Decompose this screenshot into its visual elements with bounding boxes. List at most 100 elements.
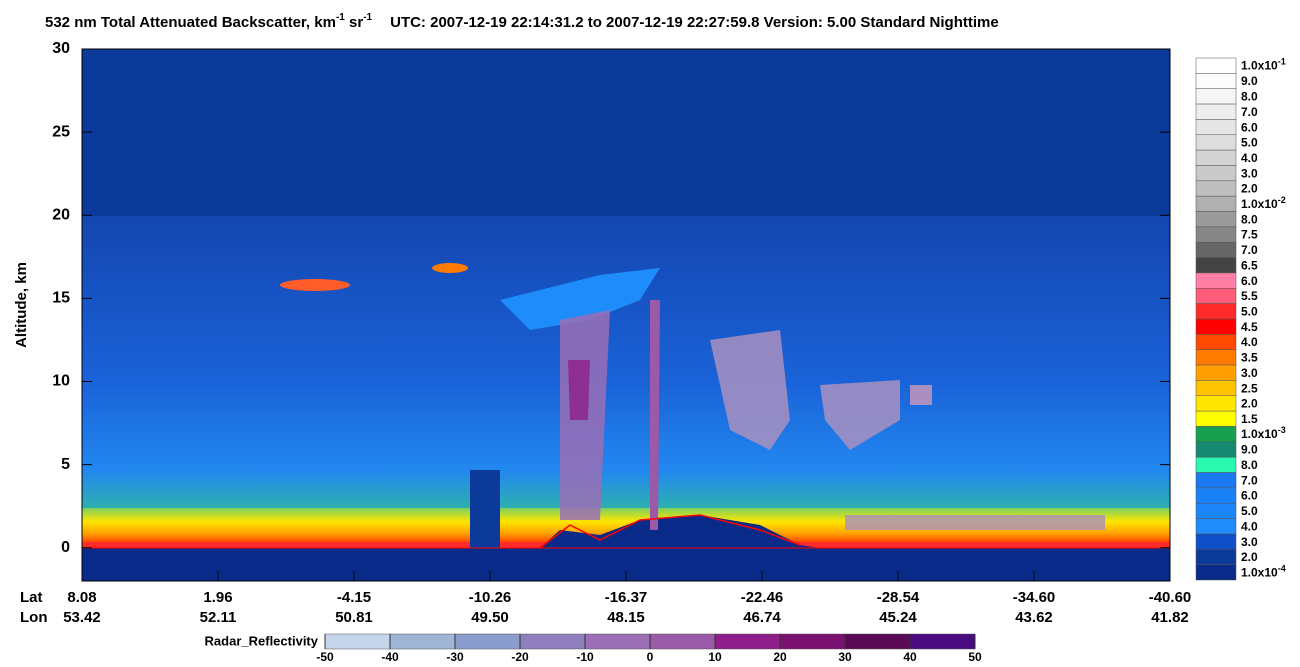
radar-swatch	[779, 633, 846, 650]
lon-tick-label: 46.74	[743, 609, 781, 626]
lon-tick-label: 43.62	[1015, 609, 1053, 626]
lat-tick-label: -22.46	[741, 589, 784, 606]
colorbar-label: 8.0	[1241, 90, 1258, 104]
radar-swatch	[714, 633, 781, 650]
lat-tick-label: -34.60	[1013, 589, 1056, 606]
colorbar-label-exp: -2	[1278, 195, 1286, 205]
colorbar-label: 7.0	[1241, 105, 1258, 119]
lat-tick-label: -10.26	[469, 589, 512, 606]
colorbar-label: 3.0	[1241, 535, 1258, 549]
colorbar-label: 9.0	[1241, 74, 1258, 88]
colorbar-label: 1.0x10-3	[1241, 426, 1286, 442]
y-tick-label: 0	[61, 539, 70, 556]
colorbar-label: 5.5	[1241, 289, 1258, 303]
colorbar-label-base: 1.0x10	[1241, 197, 1278, 211]
colorbar-swatch	[1195, 472, 1237, 489]
colorbar-label: 6.0	[1241, 274, 1258, 288]
colorbar-label: 4.0	[1241, 519, 1258, 533]
colorbar-swatch	[1195, 226, 1237, 243]
radar-swatch	[389, 633, 456, 650]
colorbar-label: 1.0x10-2	[1241, 195, 1286, 211]
radar-swatch	[584, 633, 651, 650]
colorbar-label: 4.0	[1241, 151, 1258, 165]
colorbar-swatch	[1195, 502, 1237, 519]
radar-tick-label: 40	[903, 650, 917, 664]
colorbar-swatch	[1195, 211, 1237, 228]
colorbar-label: 2.0	[1241, 182, 1258, 196]
y-tick-label: 30	[52, 40, 70, 57]
colorbar-swatch	[1195, 180, 1237, 197]
colorbar-label: 1.0x10-4	[1241, 564, 1286, 580]
colorbar-label-base: 1.0x10	[1241, 59, 1278, 73]
lon-tick-label: 45.24	[879, 609, 917, 626]
colorbar-label: 3.0	[1241, 166, 1258, 180]
lat-tick-label: 8.08	[67, 589, 96, 606]
colorbar-swatch	[1195, 57, 1237, 74]
colorbar-label: 4.5	[1241, 320, 1258, 334]
colorbar-swatch	[1195, 395, 1237, 412]
lat-tick-label: -28.54	[877, 589, 920, 606]
colorbar-swatch	[1195, 533, 1237, 550]
colorbar-swatch	[1195, 303, 1237, 320]
colorbar-swatch	[1195, 456, 1237, 473]
y-tick-label: 20	[52, 206, 70, 223]
radar-label: Radar_Reflectivity	[205, 633, 319, 648]
lat-tick-label: 1.96	[203, 589, 232, 606]
radar-swatch	[519, 633, 586, 650]
chart-title: 532 nm Total Attenuated Backscatter, km-…	[45, 12, 999, 31]
radar-swatch	[909, 633, 976, 650]
colorbar-swatch	[1195, 318, 1237, 335]
colorbar-swatch	[1195, 288, 1237, 304]
colorbar-label: 6.0	[1241, 120, 1258, 134]
radar-tick-label: 0	[647, 650, 654, 664]
colorbar-swatch	[1195, 119, 1237, 136]
colorbar-label: 9.0	[1241, 443, 1258, 457]
colorbar-label-exp: -3	[1278, 426, 1286, 436]
colorbar-label: 1.0x10-1	[1241, 57, 1286, 73]
radar-tick-label: 20	[773, 650, 787, 664]
colorbar-label-base: 1.0x10	[1241, 427, 1278, 441]
colorbar-label: 7.0	[1241, 243, 1258, 257]
colorbar-label: 5.0	[1241, 304, 1258, 318]
y-tick-label: 15	[52, 290, 70, 307]
colorbar-swatch	[1195, 103, 1237, 120]
radar-tick-label: -40	[381, 650, 399, 664]
radar-swatch	[324, 633, 391, 650]
colorbar-label: 7.0	[1241, 473, 1258, 487]
colorbar-label: 2.0	[1241, 397, 1258, 411]
colorbar-label: 8.0	[1241, 212, 1258, 226]
radar-tick-label: 50	[968, 650, 982, 664]
colorbar-label: 4.0	[1241, 335, 1258, 349]
colorbar-swatch	[1195, 487, 1237, 504]
colorbar-swatch	[1195, 349, 1237, 366]
radar-tick-label: -30	[446, 650, 464, 664]
lat-tick-label: -16.37	[605, 589, 648, 606]
radar-tick-label: 10	[708, 650, 722, 664]
colorbar-swatch	[1195, 380, 1237, 397]
colorbar-label: 3.0	[1241, 366, 1258, 380]
colorbar-swatch	[1195, 272, 1237, 289]
colorbar-label: 2.5	[1241, 381, 1258, 395]
colorbar-swatch	[1195, 195, 1237, 212]
lon-tick-label: 41.82	[1151, 609, 1189, 626]
radar-swatch	[844, 633, 911, 650]
radar-tick-label: -20	[511, 650, 529, 664]
colorbar-label: 8.0	[1241, 458, 1258, 472]
radar-tick-label: 30	[838, 650, 852, 664]
lat-label: Lat	[20, 589, 43, 606]
colorbar-swatch	[1195, 410, 1237, 427]
lon-tick-label: 53.42	[63, 609, 101, 626]
colorbar-label: 6.5	[1241, 258, 1258, 272]
colorbar-swatch	[1195, 564, 1237, 581]
radar-swatch	[454, 633, 521, 650]
colorbar-label: 5.0	[1241, 504, 1258, 518]
colorbar-swatch	[1195, 241, 1237, 258]
y-axis-label: Altitude, km	[13, 262, 30, 348]
colorbar-swatch	[1195, 165, 1237, 182]
colorbar-label-exp: -1	[1278, 57, 1286, 67]
lon-tick-label: 52.11	[200, 609, 237, 626]
colorbar-label-exp: -4	[1278, 564, 1286, 574]
y-tick-label: 5	[61, 456, 70, 473]
colorbar-label-base: 1.0x10	[1241, 565, 1278, 579]
